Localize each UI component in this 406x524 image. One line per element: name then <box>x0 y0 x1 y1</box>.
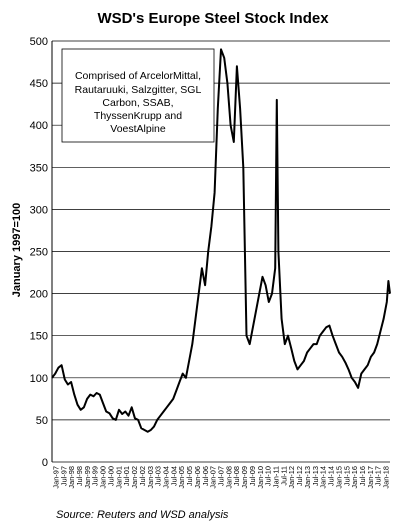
x-tick-label: Jul-01 <box>122 466 131 486</box>
y-tick-labels: 0 50 100 150 200 250 300 350 400 450 500 <box>30 36 48 469</box>
x-tick-label: Jan-12 <box>287 466 296 489</box>
x-tick-label: Jan-03 <box>146 466 155 489</box>
x-tick-label: Jul-15 <box>342 466 351 486</box>
x-tick-label: Jul-11 <box>279 466 288 486</box>
x-tick-label: Jan-97 <box>51 466 60 489</box>
x-tick-label: Jan-07 <box>209 466 218 489</box>
y-tick-label: 300 <box>30 204 48 216</box>
y-tick-label: 400 <box>30 120 48 132</box>
annotation-line-3: Carbon, SSAB, <box>102 97 173 109</box>
x-tick-label: Jul-97 <box>59 466 68 486</box>
x-tick-label: Jul-13 <box>311 466 320 486</box>
y-tick-label: 0 <box>42 457 48 469</box>
annotation-line-5: VoestAlpine <box>110 123 166 135</box>
x-tick-label: Jul-10 <box>264 466 273 486</box>
x-tick-label: Jan-16 <box>350 466 359 489</box>
annotation-line-2: Rautaruuki, Salzgitter, SGL <box>75 84 202 96</box>
x-tick-label: Jan-98 <box>67 466 76 489</box>
gridlines <box>51 40 390 463</box>
x-tick-label: Jul-09 <box>248 466 257 486</box>
x-tick-label: Jan-09 <box>240 466 249 489</box>
chart-title: WSD's Europe Steel Stock Index <box>97 10 329 27</box>
x-tick-label: Jul-98 <box>75 466 84 486</box>
x-tick-label: Jan-15 <box>334 466 343 489</box>
y-tick-label: 500 <box>30 36 48 48</box>
series-lines <box>51 48 391 433</box>
x-tick-label: Jan-17 <box>366 466 375 489</box>
x-tick-label: Jan-10 <box>256 466 265 489</box>
x-tick-label: Jul-14 <box>327 466 336 486</box>
x-tick-label: Jan-04 <box>161 466 170 489</box>
x-tick-label: Jul-08 <box>232 466 241 486</box>
y-tick-label: 200 <box>30 289 48 301</box>
x-tick-label: Jul-05 <box>185 466 194 486</box>
y-tick-label: 150 <box>30 331 48 343</box>
annotation-box: Comprised of ArcelorMittal, Rautaruuki, … <box>61 48 215 143</box>
y-tick-label: 100 <box>30 373 48 385</box>
y-tick-label: 50 <box>36 415 48 427</box>
annotation-line-4: ThyssenKrupp and <box>94 110 182 122</box>
x-tick-label: Jan-01 <box>114 466 123 489</box>
x-tick-label: Jul-00 <box>106 466 115 486</box>
x-tick-label: Jan-14 <box>319 466 328 489</box>
x-tick-label: Jul-02 <box>138 466 147 486</box>
x-tick-label: Jul-12 <box>295 466 304 486</box>
x-tick-label: Jul-16 <box>358 466 367 486</box>
x-tick-label: Jan-06 <box>193 466 202 489</box>
x-tick-label: Jan-08 <box>224 466 233 489</box>
y-axis-label: January 1997=100 <box>11 203 23 298</box>
x-tick-label: Jan-18 <box>382 466 391 489</box>
x-tick-label: Jul-07 <box>217 466 226 486</box>
series-line <box>51 48 391 433</box>
x-tick-label: Jul-03 <box>154 466 163 486</box>
annotation-line-1: Comprised of ArcelorMittal, <box>75 70 201 82</box>
x-tick-label: Jan-02 <box>130 466 139 489</box>
source-note: Source: Reuters and WSD analysis <box>56 509 229 521</box>
x-tick-label: Jul-06 <box>201 466 210 486</box>
x-tick-label: Jan-13 <box>303 466 312 489</box>
y-tick-label: 450 <box>30 78 48 90</box>
x-tick-label: Jan-11 <box>272 466 281 488</box>
x-tick-label: Jan-00 <box>99 466 108 489</box>
y-tick-label: 350 <box>30 162 48 174</box>
x-tick-label: Jul-04 <box>169 466 178 486</box>
x-tick-labels: Jan-97Jul-97Jan-98Jul-98Jan-99Jul-99Jan-… <box>51 466 390 489</box>
x-tick-label: Jan-99 <box>83 466 92 489</box>
x-tick-label: Jul-99 <box>91 466 100 486</box>
x-tick-label: Jul-17 <box>374 466 383 486</box>
x-tick-label: Jan-05 <box>177 466 186 489</box>
y-tick-label: 250 <box>30 247 48 259</box>
